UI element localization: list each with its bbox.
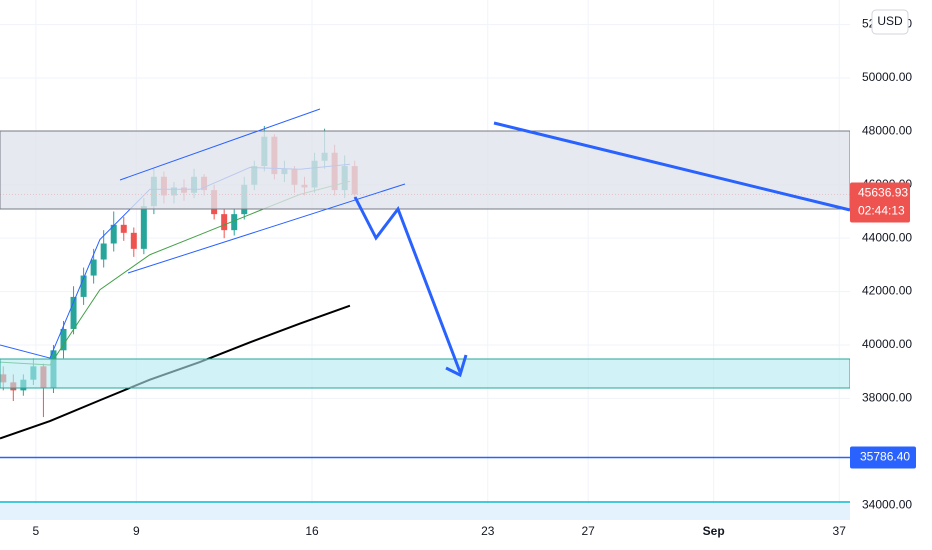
x-tick-label: Sep <box>703 524 725 538</box>
candle-body <box>110 224 117 244</box>
y-tick-label: 38000.00 <box>862 391 912 405</box>
axes: 34000.00 38000.00 40000.00 42000.00 44000.00… <box>33 17 916 538</box>
trend-line <box>493 121 851 212</box>
level-badge <box>850 446 916 469</box>
candle-body <box>100 243 107 260</box>
time-axis <box>0 520 850 550</box>
y-tick-label: 44000.00 <box>862 230 912 244</box>
y-tick-label: 42000.00 <box>862 284 912 298</box>
path-arrow <box>353 196 462 373</box>
candle-body <box>130 232 137 249</box>
zone <box>0 504 850 520</box>
candle-body <box>70 296 77 329</box>
x-tick-label: 37 <box>833 524 847 538</box>
countdown-label: 02:44:13 <box>858 204 905 218</box>
candle-body <box>90 259 97 276</box>
candle-body <box>80 275 87 297</box>
x-tick-label: 5 <box>33 524 40 538</box>
trend-line <box>119 108 321 181</box>
last-price-badge <box>850 182 910 223</box>
y-tick-label: 48000.00 <box>862 124 912 138</box>
arrow-head <box>445 354 468 378</box>
y-tick-label: 40000.00 <box>862 337 912 351</box>
candle-body <box>60 328 67 351</box>
y-tick-label: 34000.00 <box>862 497 912 511</box>
currency-button[interactable] <box>871 9 909 35</box>
support-zone <box>0 358 851 389</box>
x-tick-label: 23 <box>481 524 495 538</box>
x-tick-label: 27 <box>581 524 595 538</box>
candle-body <box>221 214 228 231</box>
last-price-label: 45636.93 <box>858 186 908 200</box>
y-tick-label: 50000.00 <box>862 70 912 84</box>
plot <box>0 0 850 520</box>
candle-body <box>140 206 147 249</box>
candle-body <box>120 224 127 233</box>
trend-line <box>127 183 406 274</box>
level-label: 35786.40 <box>860 450 910 464</box>
candle-body <box>231 214 238 231</box>
x-tick-label: 9 <box>133 524 140 538</box>
drawings <box>0 108 851 520</box>
currency-label[interactable]: USD <box>877 14 903 28</box>
resistance-zone <box>0 130 851 210</box>
x-tick-label: 16 <box>305 524 319 538</box>
